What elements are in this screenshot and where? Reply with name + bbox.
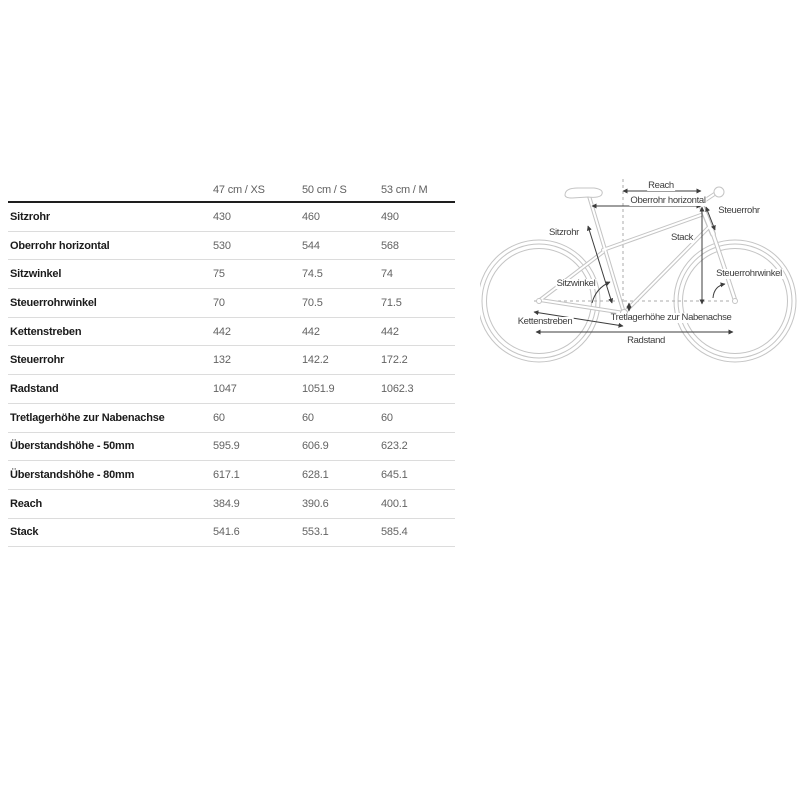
table-body: Sitzrohr 430 460 490 Oberrohr horizontal… xyxy=(8,201,455,548)
geometry-table: 47 cm / XS 50 cm / S 53 cm / M Sitzrohr … xyxy=(8,177,455,548)
reach-label: Reach xyxy=(647,180,675,191)
table-row: Reach 384.9 390.6 400.1 xyxy=(8,490,455,519)
saddle xyxy=(564,187,603,199)
row-label: Steuerrohrwinkel xyxy=(10,296,97,309)
cell-value: 142.2 xyxy=(302,354,329,367)
cell-value: 71.5 xyxy=(381,296,402,309)
cell-value: 617.1 xyxy=(213,469,240,482)
row-label: Steuerrohr xyxy=(10,354,65,367)
cell-value: 430 xyxy=(213,210,231,223)
cell-value: 60 xyxy=(302,411,314,424)
stack-label: Stack xyxy=(669,232,695,243)
cell-value: 75 xyxy=(213,268,225,281)
cell-value: 442 xyxy=(381,325,399,338)
table-row: Oberrohr horizontal 530 544 568 xyxy=(8,232,455,261)
sitzrohr-arrow xyxy=(586,225,614,304)
steuerrohr-arrow xyxy=(705,206,716,231)
cell-value: 1062.3 xyxy=(381,382,414,395)
cell-value: 60 xyxy=(381,411,393,424)
cell-value: 490 xyxy=(381,210,399,223)
measurement-arrows xyxy=(533,188,734,335)
row-label: Überstandshöhe - 50mm xyxy=(10,440,135,453)
cell-value: 60 xyxy=(213,411,225,424)
table-row: Steuerrohr 132 142.2 172.2 xyxy=(8,346,455,376)
table-row: Stack 541.6 553.1 585.4 xyxy=(8,519,455,548)
cell-value: 623.2 xyxy=(381,440,408,453)
row-label: Kettenstreben xyxy=(10,325,82,338)
table-row: Tretlagerhöhe zur Nabenachse 60 60 60 xyxy=(8,404,455,433)
row-label: Tretlagerhöhe zur Nabenachse xyxy=(10,411,165,424)
table-row: Überstandshöhe - 50mm 595.9 606.9 623.2 xyxy=(8,433,455,462)
table-row: Sitzrohr 430 460 490 xyxy=(8,203,455,232)
cell-value: 442 xyxy=(302,325,320,338)
steuerrohr-label: Steuerrohr xyxy=(717,205,761,216)
sitzwinkel-label: Sitzwinkel xyxy=(555,278,597,289)
row-label: Oberrohr horizontal xyxy=(10,239,110,252)
row-label: Sitzrohr xyxy=(10,210,50,223)
cell-value: 132 xyxy=(213,354,231,367)
tretlagerhoehe-label: Tretlagerhöhe zur Nabenachse xyxy=(609,312,733,323)
cell-value: 390.6 xyxy=(302,497,329,510)
table-row: Radstand 1047 1051.9 1062.3 xyxy=(8,375,455,404)
table-row: Kettenstreben 442 442 442 xyxy=(8,318,455,347)
cell-value: 442 xyxy=(213,325,231,338)
column-header-xs: 47 cm / XS xyxy=(213,184,265,196)
cell-value: 74.5 xyxy=(302,268,323,281)
oberrohr-horizontal-label: Oberrohr horizontal xyxy=(629,195,707,206)
table-row: Sitzwinkel 75 74.5 74 xyxy=(8,260,455,290)
cell-value: 400.1 xyxy=(381,497,408,510)
cell-value: 541.6 xyxy=(213,526,240,539)
sitzwinkel-arc xyxy=(591,281,611,304)
cell-value: 384.9 xyxy=(213,497,240,510)
bike-geometry-diagram: Reach Oberrohr horizontal Steuerrohr Sit… xyxy=(480,172,798,364)
cell-value: 595.9 xyxy=(213,440,240,453)
cell-value: 553.1 xyxy=(302,526,329,539)
row-label: Radstand xyxy=(10,382,59,395)
column-header-s: 50 cm / S xyxy=(302,184,347,196)
cell-value: 544 xyxy=(302,239,320,252)
cell-value: 1047 xyxy=(213,382,237,395)
cell-value: 645.1 xyxy=(381,469,408,482)
cell-value: 172.2 xyxy=(381,354,408,367)
cell-value: 606.9 xyxy=(302,440,329,453)
radstand-label: Radstand xyxy=(626,335,666,346)
bike-diagram-art xyxy=(480,179,797,363)
cell-value: 1051.9 xyxy=(302,382,335,395)
front-axle xyxy=(732,298,738,304)
cell-value: 460 xyxy=(302,210,320,223)
row-label: Stack xyxy=(10,526,39,539)
kettenstreben-arrow xyxy=(533,310,624,328)
table-row: Steuerrohrwinkel 70 70.5 71.5 xyxy=(8,289,455,318)
sitzrohr-label: Sitzrohr xyxy=(548,227,580,238)
table-header-row: 47 cm / XS 50 cm / S 53 cm / M xyxy=(8,177,455,201)
row-label: Reach xyxy=(10,497,43,510)
row-label: Sitzwinkel xyxy=(10,268,62,281)
steuerrohrwinkel-arc xyxy=(712,282,726,299)
handlebar-grip xyxy=(713,186,725,198)
table-row: Überstandshöhe - 80mm 617.1 628.1 645.1 xyxy=(8,461,455,490)
kettenstreben-label: Kettenstreben xyxy=(516,316,574,327)
rear-axle xyxy=(536,298,542,304)
cell-value: 70 xyxy=(213,296,225,309)
cell-value: 628.1 xyxy=(302,469,329,482)
column-header-m: 53 cm / M xyxy=(381,184,428,196)
steuerrohrwinkel-label: Steuerrohrwinkel xyxy=(715,268,783,279)
cell-value: 585.4 xyxy=(381,526,408,539)
cell-value: 70.5 xyxy=(302,296,323,309)
cell-value: 530 xyxy=(213,239,231,252)
row-label: Überstandshöhe - 80mm xyxy=(10,469,135,482)
cell-value: 74 xyxy=(381,268,393,281)
cell-value: 568 xyxy=(381,239,399,252)
